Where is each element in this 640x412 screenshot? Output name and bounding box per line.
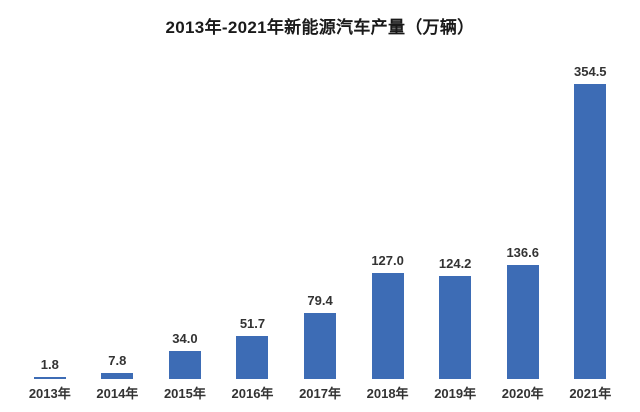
bar-value-label: 51.7 [239, 315, 266, 331]
bar-value-label: 354.5 [574, 63, 607, 79]
x-axis-label: 2016年 [231, 386, 274, 401]
bar-column: 354.5 2021年 [557, 64, 625, 402]
bar-column: 7.8 2014年 [84, 353, 152, 403]
bar [439, 275, 472, 379]
bar [371, 273, 404, 379]
bar [236, 335, 269, 379]
bar-column: 51.7 2016年 [219, 316, 287, 402]
bar-value-label: 79.4 [307, 292, 333, 308]
x-axis-label: 2020年 [501, 386, 544, 401]
plot-area: 1.8 2013年 7.8 2014年 34.0 2015年 51.7 2016年 79.4 20… [16, 64, 624, 402]
x-axis-label: 2017年 [299, 386, 341, 401]
bar [574, 83, 607, 379]
x-axis-label: 2015年 [163, 386, 206, 401]
x-axis-label: 2019年 [434, 386, 477, 401]
x-axis-label: 2021年 [569, 386, 612, 401]
bar-column: 124.2 2019年 [421, 256, 489, 403]
bar [506, 265, 539, 379]
bar-column: 1.8 2013年 [16, 357, 84, 403]
bar [101, 372, 134, 379]
bar [168, 350, 201, 379]
bar-value-label: 34.0 [172, 330, 198, 346]
x-axis-label: 2018年 [366, 386, 409, 401]
bar-value-label: 7.8 [108, 352, 127, 368]
x-axis-label: 2013年 [28, 386, 71, 401]
bar-value-label: 127.0 [371, 253, 404, 269]
bar-column: 79.4 2017年 [286, 293, 354, 402]
bar-column: 127.0 2018年 [354, 253, 422, 402]
bar-column: 34.0 2015年 [151, 331, 219, 402]
chart-title: 2013年-2021年新能源汽车产量（万辆） [165, 18, 475, 37]
bar [304, 312, 337, 379]
bar-column: 136.6 2020年 [489, 245, 557, 402]
x-axis-label: 2014年 [96, 386, 139, 401]
bar-value-label: 136.6 [506, 245, 539, 261]
bar-value-label: 124.2 [438, 255, 472, 271]
bar-value-label: 1.8 [40, 356, 59, 372]
bar [33, 376, 66, 379]
